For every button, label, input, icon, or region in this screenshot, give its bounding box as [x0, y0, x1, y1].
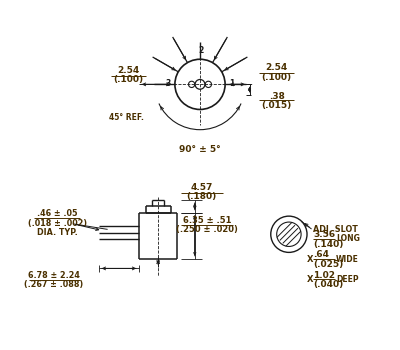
- Text: 2.54: 2.54: [118, 66, 140, 75]
- Text: (.180): (.180): [187, 192, 217, 201]
- Text: 4.57: 4.57: [190, 183, 213, 192]
- Text: X: X: [307, 254, 314, 264]
- Text: (.140): (.140): [313, 240, 344, 249]
- Text: X: X: [307, 275, 314, 284]
- Text: .64: .64: [313, 250, 329, 259]
- Text: .46 ± .05: .46 ± .05: [37, 209, 77, 218]
- Text: (.100): (.100): [262, 72, 292, 82]
- Text: 3.56: 3.56: [313, 230, 336, 239]
- Text: (.025): (.025): [313, 260, 344, 269]
- Text: 2.54: 2.54: [266, 63, 288, 72]
- Text: 90° ± 5°: 90° ± 5°: [179, 145, 221, 154]
- Text: (.040): (.040): [313, 280, 344, 289]
- Text: 2: 2: [198, 46, 204, 55]
- Text: (.018 ± .002): (.018 ± .002): [28, 219, 87, 228]
- Text: ADJ. SLOT: ADJ. SLOT: [313, 225, 358, 233]
- Text: DEEP: DEEP: [336, 275, 358, 284]
- Text: 3: 3: [166, 79, 171, 88]
- Text: 6.35 ± .51: 6.35 ± .51: [183, 216, 231, 225]
- Text: 1.02: 1.02: [313, 271, 335, 280]
- Text: (.267 ± .088): (.267 ± .088): [24, 280, 83, 289]
- Text: 45° REF.: 45° REF.: [109, 113, 144, 122]
- Text: 1: 1: [229, 79, 234, 88]
- Text: .38: .38: [269, 92, 285, 101]
- Text: (.100): (.100): [114, 75, 144, 84]
- Text: 6.78 ± 2.24: 6.78 ± 2.24: [28, 271, 80, 280]
- Text: (.250 ± .020): (.250 ± .020): [176, 225, 238, 234]
- Text: DIA. TYP.: DIA. TYP.: [37, 228, 78, 237]
- Text: (.015): (.015): [262, 102, 292, 111]
- Text: WIDE: WIDE: [336, 254, 359, 264]
- Text: LONG: LONG: [336, 234, 360, 243]
